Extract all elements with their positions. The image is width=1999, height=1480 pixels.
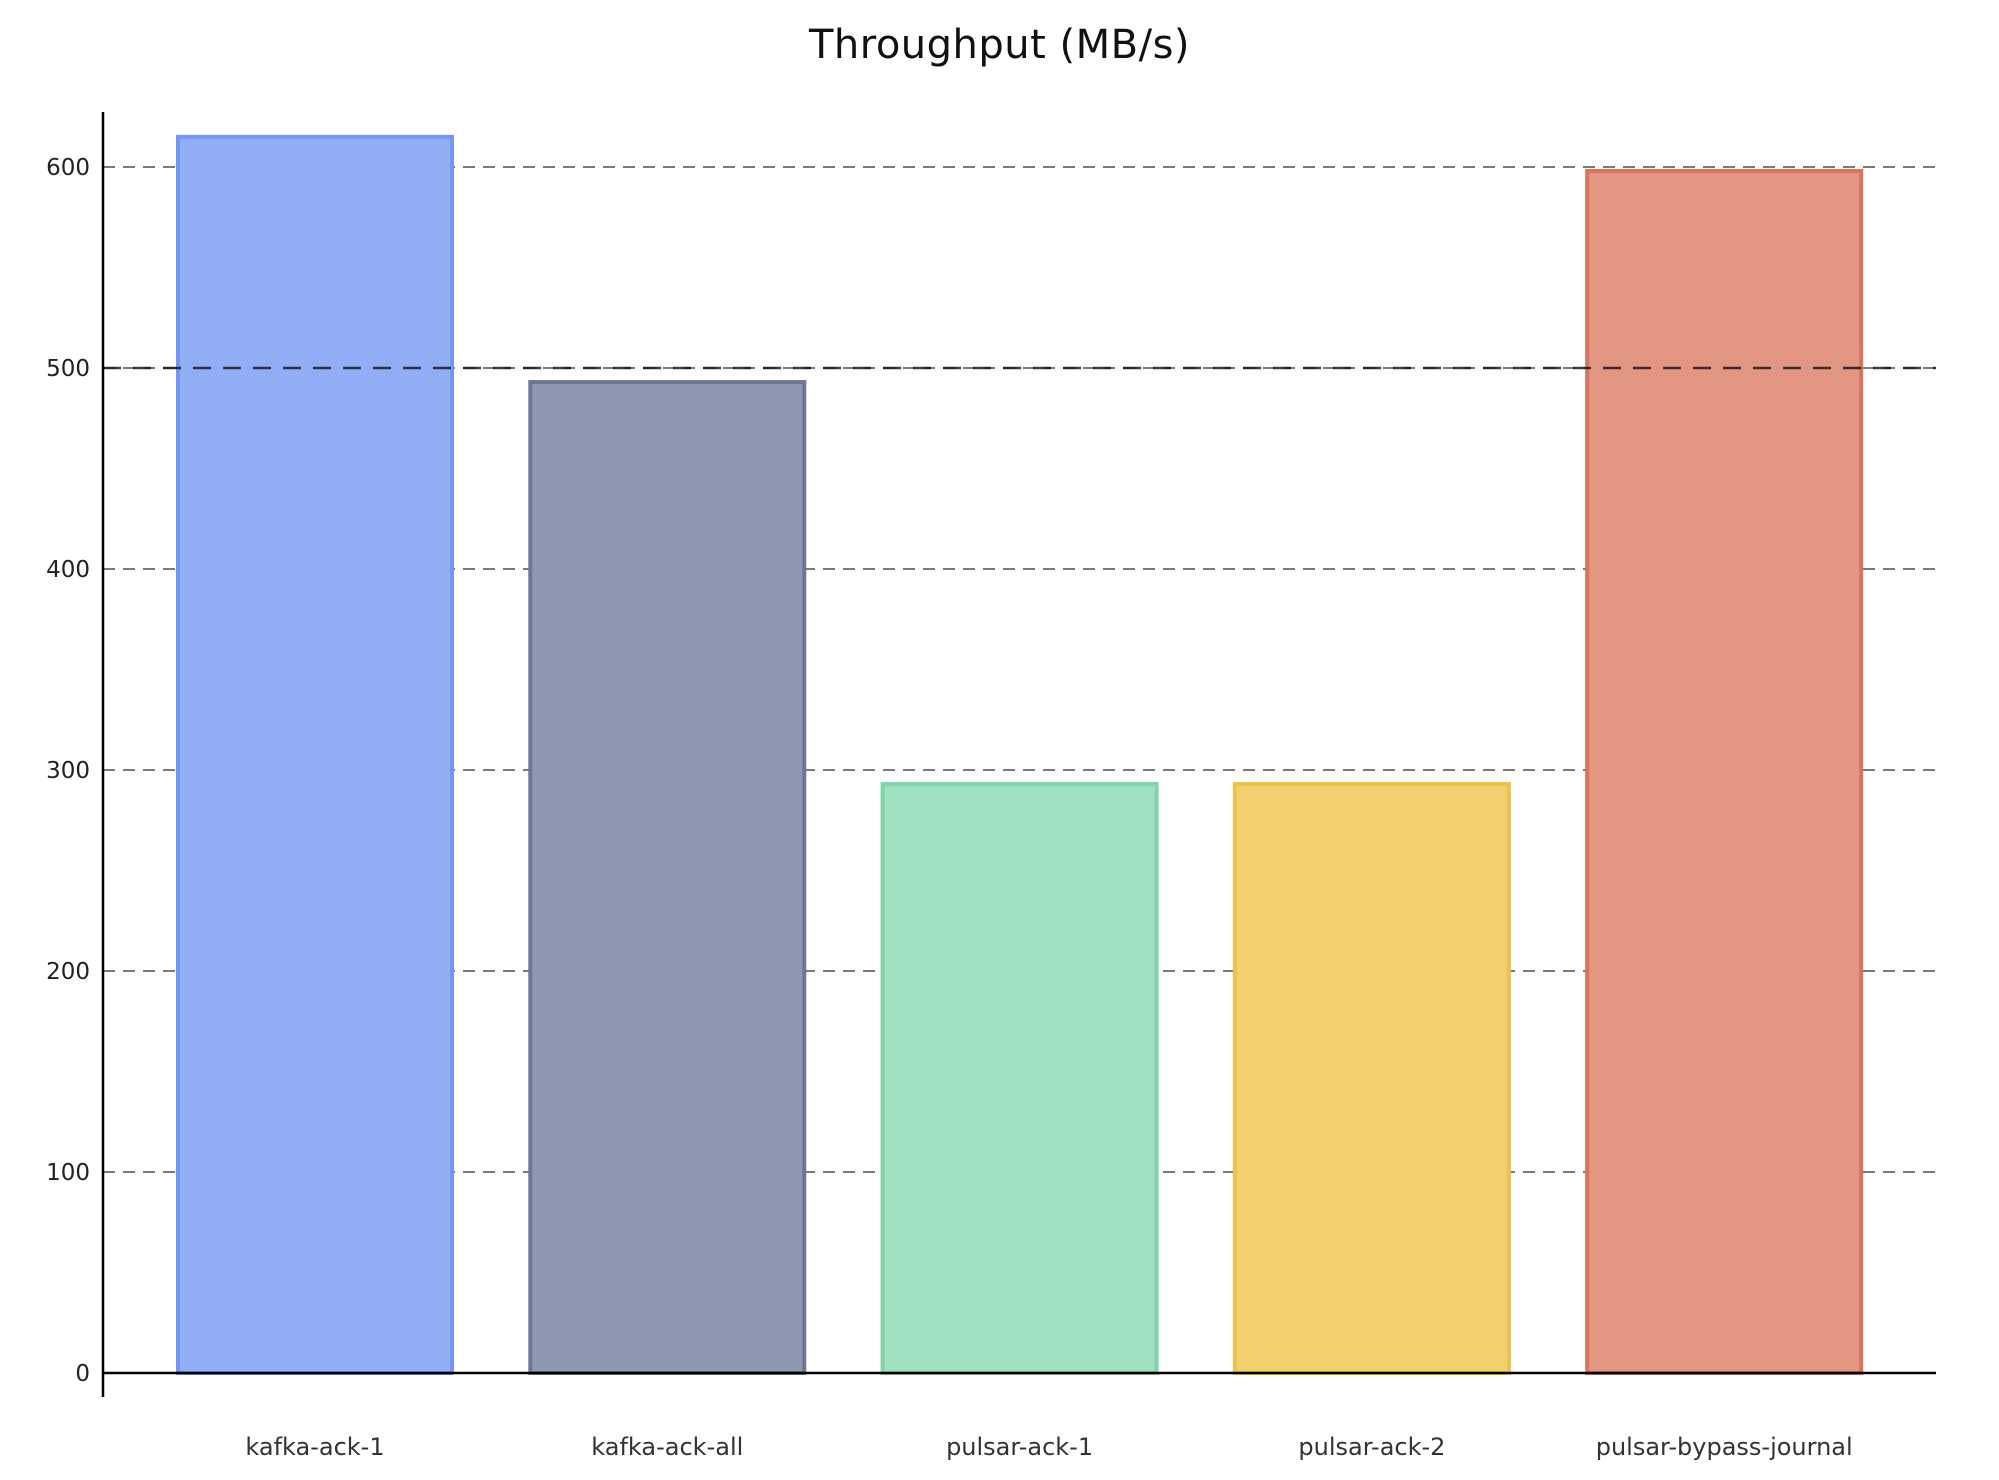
y-tick-label: 500: [46, 356, 90, 382]
bar-pulsar-ack-2: [1232, 782, 1511, 1375]
bar-kafka-ack-all: [528, 380, 807, 1375]
y-tick-label: 300: [46, 758, 90, 784]
bars: [176, 134, 1864, 1376]
chart-title: Throughput (MB/s): [808, 22, 1191, 68]
x-tick-label: pulsar-bypass-journal: [1596, 1433, 1853, 1461]
x-tick-label: kafka-ack-all: [591, 1433, 743, 1461]
bar-pulsar-ack-1: [880, 782, 1159, 1375]
bar-kafka-ack-1: [176, 134, 454, 1376]
x-tick-label: pulsar-ack-2: [1298, 1433, 1445, 1461]
bar-pulsar-bypass-journal: [1585, 169, 1864, 1375]
y-tick-label: 600: [46, 155, 90, 181]
x-axis-labels: kafka-ack-1 kafka-ack-all pulsar-ack-1 puls…: [245, 1433, 1852, 1461]
y-tick-label: 0: [75, 1361, 90, 1387]
y-tick-label: 200: [46, 959, 90, 985]
axes: [101, 112, 1936, 1397]
y-tick-label: 100: [46, 1160, 90, 1186]
y-tick-label: 400: [46, 557, 90, 583]
y-axis-ticks: 0 100 200 300 400 500 600: [46, 155, 90, 1387]
x-tick-label: pulsar-ack-1: [946, 1433, 1093, 1461]
x-tick-label: kafka-ack-1: [245, 1433, 384, 1461]
